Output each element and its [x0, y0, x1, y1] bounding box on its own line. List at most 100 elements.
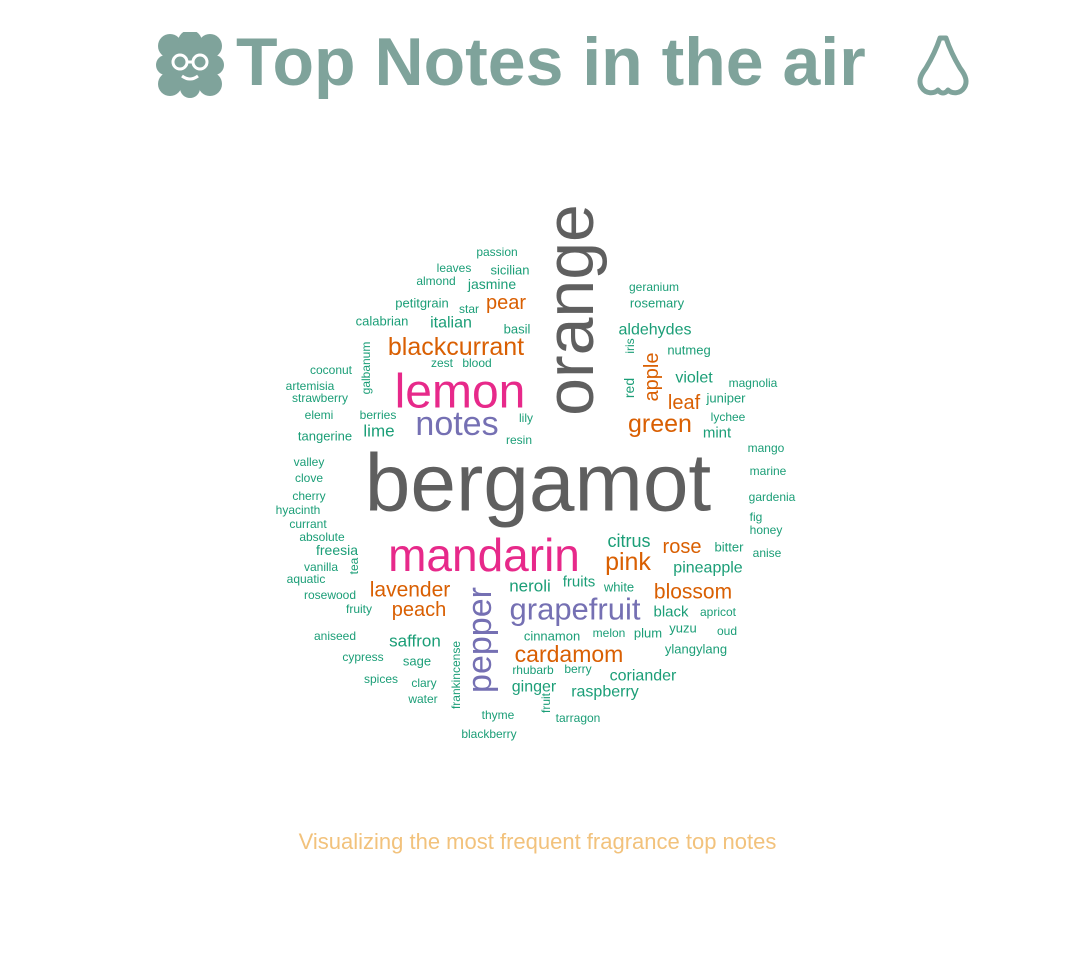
word-sage: sage: [403, 654, 431, 669]
word-fig: fig: [750, 510, 763, 524]
word-pineapple: pineapple: [673, 560, 743, 577]
word-thyme: thyme: [482, 708, 515, 722]
word-cherry: cherry: [292, 489, 325, 503]
word-rose: rose: [663, 536, 702, 558]
word-valley: valley: [294, 455, 325, 469]
word-bitter: bitter: [715, 540, 745, 555]
word-apricot: apricot: [700, 605, 737, 619]
word-rhubarb: rhubarb: [512, 663, 554, 677]
word-apple: apple: [641, 353, 663, 402]
word-aldehydes: aldehydes: [619, 322, 692, 339]
word-mint: mint: [703, 425, 732, 442]
word-lychee: lychee: [711, 410, 746, 424]
nerd-face-cloud-icon: [156, 32, 224, 98]
word-juniper: juniper: [705, 391, 746, 406]
word-freesia: freesia: [316, 542, 358, 558]
word-italian: italian: [430, 315, 472, 332]
word-water: water: [407, 692, 437, 706]
word-almond: almond: [416, 274, 455, 288]
word-artemisia: artemisia: [286, 379, 335, 393]
word-coconut: coconut: [310, 363, 353, 377]
word-peach: peach: [392, 599, 447, 621]
word-zest: zest: [431, 356, 454, 370]
word-black: black: [653, 604, 689, 621]
word-vanilla: vanilla: [304, 560, 338, 574]
chart-subtitle: Visualizing the most frequent fragrance …: [298, 829, 777, 854]
word-plum: plum: [634, 626, 662, 641]
word-berries: berries: [360, 408, 397, 422]
word-marine: marine: [750, 464, 787, 478]
word-berry: berry: [564, 662, 591, 676]
word-hyacinth: hyacinth: [276, 503, 321, 517]
word-strawberry: strawberry: [292, 391, 348, 405]
word-passion: passion: [476, 245, 517, 259]
chart-title: Top Notes in the air: [236, 24, 866, 100]
word-oud: oud: [717, 624, 737, 638]
word-blackberry: blackberry: [461, 727, 516, 741]
word-resin: resin: [506, 433, 532, 447]
word-magnolia: magnolia: [729, 376, 778, 390]
word-tangerine: tangerine: [298, 429, 352, 444]
word-mandarin: mandarin: [388, 529, 580, 581]
word-galbanum: galbanum: [359, 342, 373, 395]
word-tea: tea: [347, 557, 361, 574]
word-leaf: leaf: [668, 392, 701, 414]
word-cardamom: cardamom: [515, 641, 624, 667]
word-aniseed: aniseed: [314, 629, 356, 643]
word-spices: spices: [364, 672, 398, 686]
word-lime: lime: [363, 422, 394, 441]
word-elemi: elemi: [305, 408, 334, 422]
word-blossom: blossom: [654, 581, 732, 604]
word-currant: currant: [289, 517, 327, 531]
word-nutmeg: nutmeg: [667, 343, 710, 358]
word-sicilian: sicilian: [490, 263, 529, 278]
word-saffron: saffron: [389, 632, 441, 651]
word-raspberry: raspberry: [571, 684, 639, 701]
word-coriander: coriander: [610, 668, 677, 685]
word-lily: lily: [519, 411, 533, 425]
word-cypress: cypress: [342, 650, 383, 664]
word-ginger: ginger: [512, 679, 557, 696]
word-star: star: [459, 302, 479, 316]
word-fruit: fruit: [539, 692, 553, 713]
word-blackcurrant: blackcurrant: [388, 333, 524, 361]
word-white: white: [603, 580, 634, 595]
word-aquatic: aquatic: [287, 572, 326, 586]
word-melon: melon: [593, 626, 626, 640]
word-cinnamon: cinnamon: [524, 629, 580, 644]
word-fruity: fruity: [346, 602, 372, 616]
word-geranium: geranium: [629, 280, 679, 294]
word-red: red: [621, 378, 637, 398]
word-rosemary: rosemary: [630, 296, 685, 311]
word-anise: anise: [753, 546, 782, 560]
word-lavender: lavender: [370, 579, 451, 602]
word-clove: clove: [295, 471, 323, 485]
word-pink: pink: [605, 548, 651, 576]
word-mango: mango: [748, 441, 785, 455]
word-gardenia: gardenia: [749, 490, 796, 504]
word-neroli: neroli: [509, 577, 551, 596]
word-pepper: pepper: [461, 587, 499, 693]
word-absolute: absolute: [299, 530, 345, 544]
word-petitgrain: petitgrain: [395, 296, 448, 311]
word-basil: basil: [504, 322, 531, 337]
word-tarragon: tarragon: [556, 711, 601, 725]
word-lemon: lemon: [395, 366, 526, 419]
word-violet: violet: [675, 370, 713, 387]
nose-icon: [917, 35, 969, 96]
word-citrus: citrus: [607, 531, 650, 551]
word-clary: clary: [411, 676, 436, 690]
word-jasmine: jasmine: [467, 276, 516, 292]
word-ylangylang: ylangylang: [665, 642, 727, 657]
word-pear: pear: [486, 292, 526, 314]
word-iris: iris: [623, 338, 637, 353]
word-calabrian: calabrian: [356, 314, 409, 329]
word-notes: notes: [415, 405, 498, 443]
word-green: green: [628, 410, 692, 438]
word-grapefruit: grapefruit: [510, 592, 641, 627]
word-honey: honey: [750, 523, 783, 537]
word-blood: blood: [462, 356, 491, 370]
word-leaves: leaves: [437, 261, 472, 275]
word-bergamot: bergamot: [365, 438, 712, 529]
